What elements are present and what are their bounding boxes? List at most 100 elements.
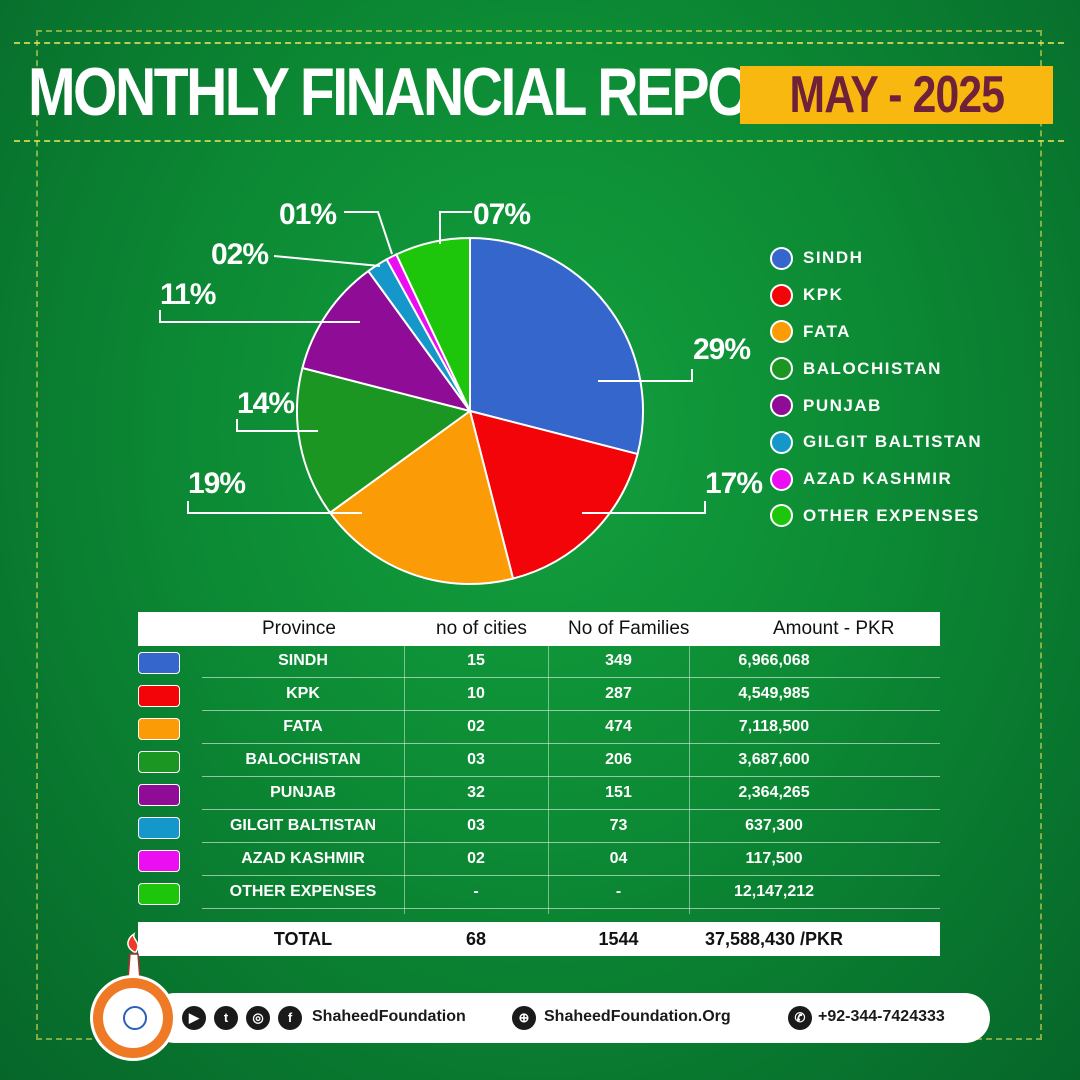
legend-swatch bbox=[770, 320, 793, 344]
cell-province: BALOCHISTAN bbox=[245, 751, 361, 768]
table-row: BALOCHISTAN 03 206 3,687,600 bbox=[138, 745, 940, 777]
cell-amount: 7,118,500 bbox=[738, 718, 810, 735]
legend-item: BALOCHISTAN bbox=[770, 350, 982, 387]
cell-cities: 02 bbox=[467, 850, 485, 867]
column-divider bbox=[689, 646, 690, 914]
legend-item: OTHER EXPENSES bbox=[770, 498, 982, 535]
total-cities: 68 bbox=[465, 929, 487, 949]
pie-slice-kpk bbox=[468, 409, 639, 580]
legend-item: KPK bbox=[770, 277, 982, 314]
footer-bar: ▶ t ◎ f ShaheedFoundation ⊕ ShaheedFound… bbox=[150, 993, 990, 1043]
website-link[interactable]: ShaheedFoundation.Org bbox=[544, 1008, 731, 1025]
cell-cities: 10 bbox=[467, 685, 485, 702]
legend-label: FATA bbox=[803, 321, 851, 341]
leader-line bbox=[273, 255, 381, 267]
twitter-icon[interactable]: t bbox=[214, 1006, 238, 1030]
table-row: AZAD KASHMIR 02 04 117,500 bbox=[138, 844, 940, 876]
slice-percent-label: 17% bbox=[705, 467, 762, 500]
row-divider bbox=[202, 908, 940, 909]
header-cities: no of cities bbox=[436, 618, 527, 639]
row-divider bbox=[202, 875, 940, 876]
header-families: No of Families bbox=[568, 618, 690, 639]
header-band bbox=[14, 42, 1064, 142]
province-table: Province no of cities No of Families Amo… bbox=[138, 612, 940, 914]
dribbble-icon[interactable]: ⊕ bbox=[512, 1006, 536, 1030]
legend-label: GILGIT BALTISTAN bbox=[803, 432, 983, 452]
legend-label: PUNJAB bbox=[803, 395, 882, 415]
row-divider bbox=[202, 710, 940, 711]
leader-line bbox=[159, 310, 360, 323]
cell-families: 04 bbox=[609, 850, 628, 867]
logo-inner-circle bbox=[103, 988, 163, 1048]
youtube-icon[interactable]: ▶ bbox=[182, 1006, 206, 1030]
facebook-icon[interactable]: f bbox=[278, 1006, 302, 1030]
row-color-swatch bbox=[138, 883, 180, 905]
cell-families: 349 bbox=[605, 652, 632, 669]
cell-cities: 03 bbox=[467, 817, 485, 834]
leader-line bbox=[439, 211, 472, 244]
slice-percent-label: 14% bbox=[237, 387, 294, 420]
table-header: Province no of cities No of Families Amo… bbox=[138, 612, 940, 646]
pie-slice-other-expenses bbox=[395, 236, 471, 412]
cell-amount: 3,687,600 bbox=[738, 751, 810, 768]
cell-province: FATA bbox=[283, 718, 323, 735]
cell-families: 287 bbox=[605, 685, 632, 702]
header-province: Province bbox=[262, 618, 336, 639]
slice-percent-label: 02% bbox=[211, 238, 268, 271]
row-divider bbox=[202, 743, 940, 744]
cell-amount: 4,549,985 bbox=[738, 685, 810, 702]
phone-number[interactable]: +92-344-7424333 bbox=[818, 1008, 945, 1025]
cell-province: OTHER EXPENSES bbox=[229, 883, 377, 900]
legend-item: PUNJAB bbox=[770, 387, 982, 424]
legend-swatch bbox=[770, 357, 793, 381]
table-row: SINDH 15 349 6,966,068 bbox=[138, 646, 940, 678]
social-handle-link[interactable]: ShaheedFoundation bbox=[312, 1008, 466, 1025]
cell-cities: - bbox=[473, 883, 479, 900]
legend-label: SINDH bbox=[803, 248, 864, 268]
foundation-logo bbox=[90, 975, 176, 1061]
slice-percent-label: 01% bbox=[279, 198, 336, 231]
leader-line bbox=[236, 419, 318, 432]
slice-percent-label: 29% bbox=[693, 333, 750, 366]
row-color-swatch bbox=[138, 718, 180, 740]
cell-cities: 03 bbox=[467, 751, 485, 768]
cell-cities: 02 bbox=[467, 718, 485, 735]
instagram-icon[interactable]: ◎ bbox=[246, 1006, 270, 1030]
leader-line bbox=[598, 369, 693, 382]
row-color-swatch bbox=[138, 652, 180, 674]
leader-line bbox=[582, 501, 706, 514]
row-divider bbox=[202, 809, 940, 810]
cell-families: 73 bbox=[609, 817, 628, 834]
cell-amount: 6,966,068 bbox=[738, 652, 810, 669]
leader-line bbox=[344, 211, 393, 255]
cell-amount: 117,500 bbox=[745, 850, 803, 867]
legend-item: FATA bbox=[770, 314, 982, 351]
globe-icon bbox=[123, 1006, 147, 1030]
row-divider bbox=[202, 776, 940, 777]
legend-item: SINDH bbox=[770, 240, 982, 277]
pie-slice-punjab bbox=[301, 269, 473, 413]
legend-swatch bbox=[770, 283, 793, 307]
cell-families: 206 bbox=[605, 751, 632, 768]
cell-province: AZAD KASHMIR bbox=[241, 850, 365, 867]
slice-percent-label: 19% bbox=[188, 467, 245, 500]
legend-label: BALOCHISTAN bbox=[803, 358, 942, 378]
chart-legend: SINDH KPK FATA BALOCHISTAN PUNJAB GILGIT BALT… bbox=[770, 240, 982, 534]
total-label: TOTAL bbox=[273, 929, 333, 949]
leader-line bbox=[187, 501, 362, 514]
phone-icon[interactable]: ✆ bbox=[788, 1006, 812, 1030]
legend-swatch bbox=[770, 394, 793, 418]
legend-swatch bbox=[770, 246, 793, 270]
pie-slice-sindh bbox=[469, 236, 644, 456]
legend-item: AZAD KASHMIR bbox=[770, 461, 982, 498]
column-divider bbox=[548, 646, 549, 914]
cell-families: 474 bbox=[605, 718, 632, 735]
total-row: TOTAL 68 1544 37,588,430 /PKR bbox=[138, 922, 940, 956]
pie-slice-fata bbox=[328, 409, 515, 585]
cell-cities: 32 bbox=[467, 784, 485, 801]
period-label: MAY - 2025 bbox=[789, 66, 1004, 124]
cell-province: PUNJAB bbox=[270, 784, 336, 801]
row-divider bbox=[202, 677, 940, 678]
table-row: PUNJAB 32 151 2,364,265 bbox=[138, 778, 940, 810]
